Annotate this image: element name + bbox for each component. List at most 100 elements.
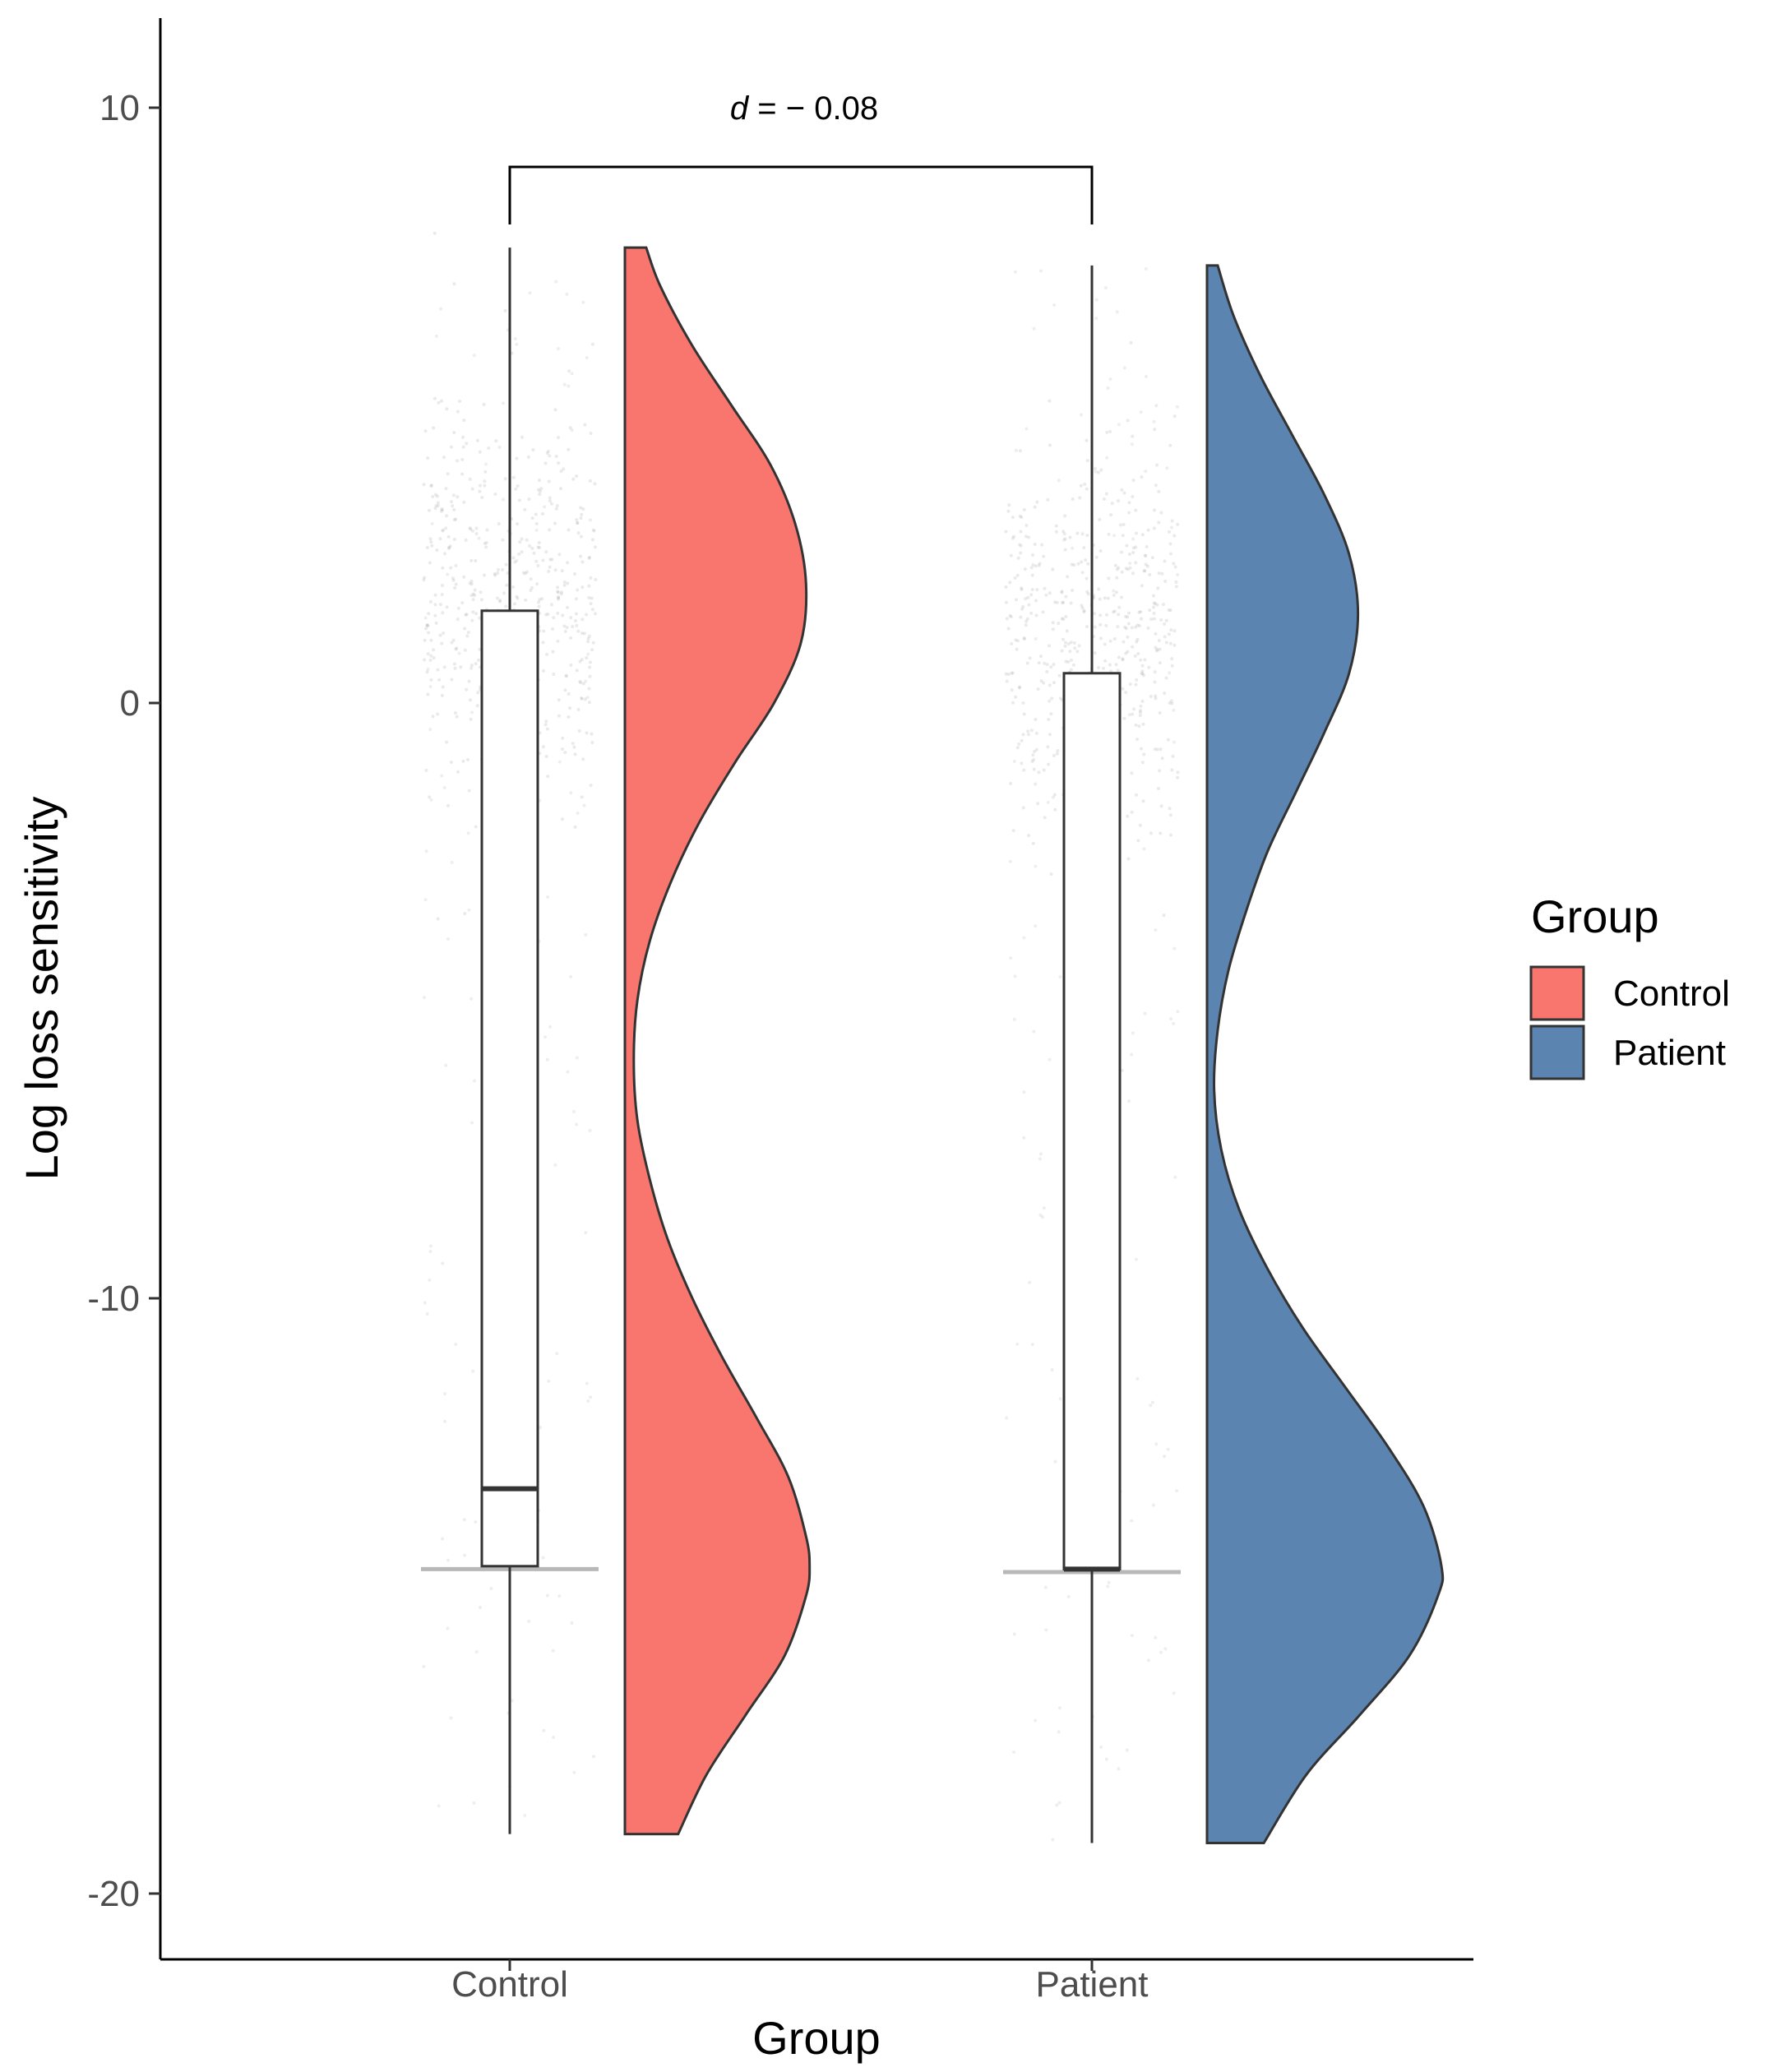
jitter-point [1043, 816, 1047, 820]
jitter-point [427, 612, 431, 616]
jitter-point [423, 576, 427, 580]
jitter-point [576, 812, 580, 816]
jitter-point [579, 534, 583, 539]
jitter-point [1027, 535, 1031, 539]
jitter-point [559, 469, 563, 474]
jitter-point [472, 1801, 476, 1805]
jitter-point [1103, 596, 1107, 600]
jitter-point [556, 585, 560, 590]
jitter-point [484, 541, 488, 545]
jitter-point [1139, 617, 1143, 621]
jitter-point [1061, 600, 1065, 604]
jitter-point [461, 445, 465, 449]
jitter-point [1025, 661, 1029, 665]
jitter-point [498, 599, 502, 603]
jitter-point [1098, 622, 1103, 627]
jitter-point [590, 608, 594, 612]
jitter-point [590, 342, 594, 346]
jitter-point [425, 623, 429, 627]
jitter-point [1122, 491, 1126, 495]
violin-patient [1205, 264, 1445, 1844]
jitter-point [1048, 399, 1052, 403]
jitter-point [574, 597, 578, 601]
jitter-point [478, 616, 482, 620]
jitter-point [1138, 714, 1142, 718]
jitter-point [591, 641, 595, 645]
jitter-point [1063, 644, 1067, 648]
jitter-point [1085, 438, 1089, 442]
jitter-point [462, 419, 466, 423]
jitter-point [1130, 810, 1134, 814]
jitter-point [1116, 668, 1120, 673]
jitter-point [589, 602, 593, 606]
jitter-point [452, 518, 456, 522]
jitter-point [1163, 559, 1167, 563]
jitter-point [1052, 303, 1057, 308]
jitter-point [429, 1244, 433, 1248]
jitter-point [1108, 663, 1112, 667]
jitter-point [1134, 545, 1138, 549]
jitter-point [1030, 1343, 1034, 1347]
jitter-point [1032, 326, 1036, 331]
jitter-point [1115, 576, 1119, 580]
jitter-point [466, 831, 470, 835]
jitter-point [1106, 1584, 1110, 1589]
jitter-point [1047, 762, 1051, 766]
boxplot-layer [480, 247, 1122, 1843]
jitter-point [468, 698, 472, 702]
jitter-point [461, 435, 465, 439]
jitter-point [470, 618, 474, 622]
jitter-point [1020, 588, 1024, 592]
jitter-point [456, 409, 460, 414]
jitter-point [1156, 787, 1160, 791]
jitter-point [1098, 517, 1102, 521]
jitter-point [461, 759, 465, 763]
jitter-point [428, 728, 432, 732]
jitter-point [1135, 678, 1139, 682]
jitter-point [454, 517, 458, 521]
jitter-point [1152, 612, 1156, 616]
jitter-point [443, 1419, 447, 1423]
jitter-point [1094, 469, 1098, 474]
jitter-point [1124, 614, 1128, 618]
jitter-point [1155, 603, 1159, 607]
jitter-point [1035, 588, 1039, 592]
jitter-point [543, 723, 548, 727]
jitter-point [1148, 572, 1152, 576]
jitter-point [555, 1352, 559, 1356]
jitter-point [452, 431, 456, 435]
jitter-point [567, 369, 571, 373]
jitter-point [587, 584, 591, 588]
jitter-point [1058, 1397, 1062, 1401]
jitter-point [1034, 613, 1038, 617]
jitter-point [1126, 650, 1130, 654]
jitter-point [457, 651, 461, 655]
jitter-point [536, 600, 540, 604]
jitter-point [563, 629, 567, 633]
jitter-point [564, 673, 568, 678]
jitter-point [442, 456, 446, 460]
jitter-point [585, 696, 590, 700]
jitter-point [444, 1063, 448, 1067]
jitter-point [542, 1728, 546, 1732]
jitter-point [1051, 621, 1055, 625]
jitter-point [1011, 829, 1015, 833]
jitter-point [1153, 747, 1157, 752]
jitter-point [587, 634, 591, 638]
jitter-point [442, 665, 446, 669]
jitter-point [548, 528, 552, 532]
jitter-point [463, 627, 467, 631]
jitter-point [1159, 511, 1163, 515]
jitter-point [545, 727, 549, 731]
jitter-point [569, 636, 573, 640]
jitter-point [1121, 657, 1125, 661]
jitter-point [483, 542, 487, 546]
jitter-point [1025, 617, 1029, 621]
jitter-point [1138, 823, 1142, 827]
jitter-point [557, 597, 561, 601]
jitter-point [586, 1399, 590, 1404]
jitter-point [553, 521, 557, 525]
jitter-point [591, 528, 595, 532]
jitter-point [502, 497, 505, 502]
jitter-point [1022, 712, 1026, 716]
